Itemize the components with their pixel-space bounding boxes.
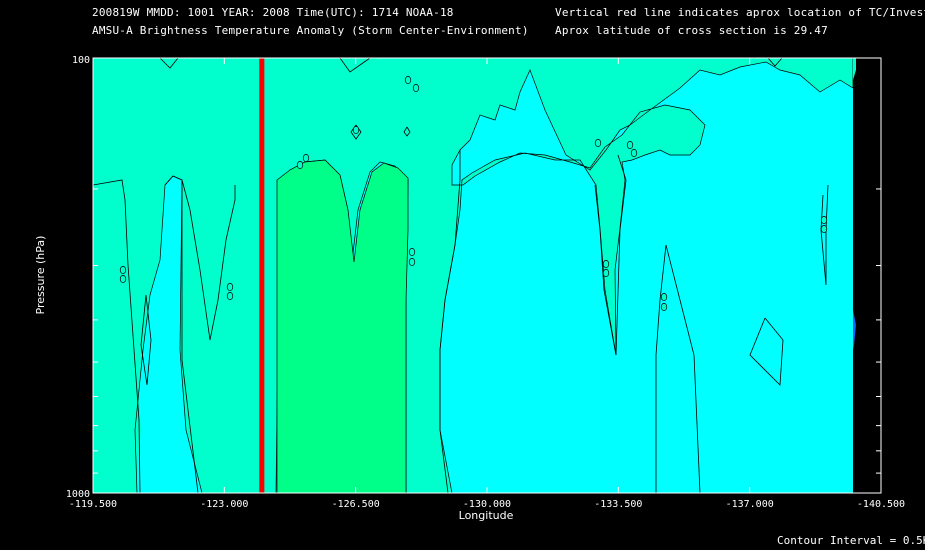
- contour-label-zero: [630, 149, 638, 157]
- contour-left-column: [92, 179, 141, 494]
- x-tick-label: -137.000: [726, 499, 774, 510]
- x-tick-label: -140.500: [857, 499, 905, 510]
- contour-label-zero: [820, 225, 828, 233]
- header-line-red-line-note: Vertical red line indicates aprox locati…: [555, 6, 925, 19]
- contour-top-left: [159, 57, 179, 69]
- y-tick-label-bottom: 1000: [66, 489, 90, 500]
- right-black-strip: [853, 58, 881, 493]
- contour-left-spike: [181, 179, 236, 341]
- contour-label-zero: [226, 283, 234, 291]
- x-tick-label: -126.500: [332, 499, 380, 510]
- y-axis-title: Pressure (hPa): [34, 236, 47, 315]
- header-line-chart-title: AMSU-A Brightness Temperature Anomaly (S…: [92, 24, 529, 37]
- contour-interval-note: Contour Interval = 0.5K: [777, 534, 925, 547]
- contour-label-zero: [626, 141, 634, 149]
- contour-label-zero: [119, 266, 127, 274]
- contour-top-small-diamond: [350, 124, 362, 140]
- contour-spike-east: [594, 154, 627, 356]
- contour-top-tiny-diamond: [403, 126, 411, 137]
- contour-label-group: [119, 76, 828, 311]
- contour-right-diamond: [749, 317, 784, 386]
- contour-label-zero: [404, 76, 412, 84]
- y-minor-ticks: [93, 57, 881, 494]
- x-ticks: [92, 58, 882, 493]
- contour-left-small-diamond: [140, 294, 152, 386]
- contour-label-zero: [296, 161, 304, 169]
- contour-label-zero: [660, 293, 668, 301]
- right-edge-sliver: [853, 58, 856, 80]
- contour-label-zero: [302, 154, 310, 162]
- x-tick-label: -133.500: [594, 499, 642, 510]
- contour-top-right: [767, 57, 783, 67]
- contour-label-zero: [408, 248, 416, 256]
- contour-right-cone-right: [665, 244, 701, 494]
- x-tick-label: -123.000: [200, 499, 248, 510]
- contour-lines: [92, 57, 829, 494]
- header-line-satellite-info: 200819W MMDD: 1001 YEAR: 2008 Time(UTC):…: [92, 6, 454, 19]
- x-tick-label: -119.500: [69, 499, 117, 510]
- contour-label-zero: [408, 258, 416, 266]
- contour-right-cone: [655, 244, 667, 493]
- contour-label-zero: [602, 260, 610, 268]
- x-tick-labels: -119.500 -123.000 -126.500 -130.000 -133.500…: [69, 499, 905, 510]
- x-axis-title: Longitude: [459, 509, 514, 522]
- contour-label-zero: [594, 139, 602, 147]
- contour-label-zero: [226, 292, 234, 300]
- right-edge-blue-sliver: [853, 310, 856, 350]
- contour-region-0-5-core: [276, 159, 409, 494]
- contour-label-zero: [660, 303, 668, 311]
- x-tick-label: -130.000: [463, 499, 511, 510]
- contour-label-zero: [412, 84, 420, 92]
- contour-label-zero: [820, 216, 828, 224]
- contour-east-column: [439, 150, 461, 494]
- contour-label-zero: [119, 275, 127, 283]
- contour-label-zero: [602, 269, 610, 277]
- header-line-latitude: Aprox latitude of cross section is 29.47: [555, 24, 828, 37]
- y-tick-label-top: 100: [72, 55, 90, 66]
- contour-label-zero: [352, 126, 360, 134]
- contour-top-mid: [339, 57, 371, 73]
- right-missing-strip: [853, 58, 881, 493]
